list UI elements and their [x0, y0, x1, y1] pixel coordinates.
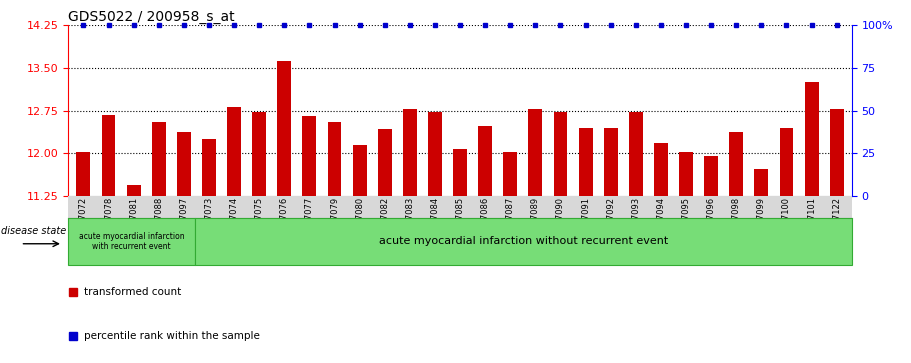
Text: GSM1167086: GSM1167086: [481, 197, 490, 253]
Text: GSM1167092: GSM1167092: [606, 197, 615, 253]
Bar: [453, 149, 467, 196]
Text: GSM1167099: GSM1167099: [757, 197, 766, 253]
Text: GSM1167101: GSM1167101: [807, 197, 816, 253]
Text: GSM1167096: GSM1167096: [707, 197, 716, 253]
Text: GSM1167075: GSM1167075: [255, 197, 263, 253]
Text: GSM1167122: GSM1167122: [833, 197, 841, 253]
Bar: [754, 169, 768, 196]
Text: GSM1167077: GSM1167077: [305, 197, 314, 253]
Bar: [604, 128, 618, 196]
Bar: [428, 113, 442, 196]
Text: GSM1167089: GSM1167089: [531, 197, 540, 253]
Text: GSM1167088: GSM1167088: [154, 197, 163, 253]
Bar: [378, 130, 392, 196]
Text: percentile rank within the sample: percentile rank within the sample: [84, 331, 261, 340]
Text: GSM1167097: GSM1167097: [179, 197, 189, 253]
Text: GSM1167084: GSM1167084: [430, 197, 439, 253]
Bar: [704, 156, 718, 196]
Bar: [679, 152, 693, 196]
Bar: [202, 139, 216, 196]
Bar: [478, 126, 492, 196]
Text: GSM1167078: GSM1167078: [104, 197, 113, 253]
Bar: [227, 107, 241, 196]
Text: GSM1167087: GSM1167087: [506, 197, 515, 253]
Bar: [127, 185, 140, 196]
Text: GSM1167076: GSM1167076: [280, 197, 289, 253]
Bar: [353, 145, 366, 196]
Text: acute myocardial infarction
with recurrent event: acute myocardial infarction with recurre…: [78, 232, 184, 251]
Bar: [328, 122, 342, 196]
Text: GSM1167085: GSM1167085: [456, 197, 465, 253]
Text: GDS5022 / 200958_s_at: GDS5022 / 200958_s_at: [68, 11, 235, 24]
Text: GSM1167073: GSM1167073: [204, 197, 213, 253]
Text: GSM1167095: GSM1167095: [681, 197, 691, 253]
Bar: [654, 143, 668, 196]
Bar: [403, 109, 416, 196]
Bar: [77, 152, 90, 196]
Bar: [102, 115, 116, 196]
Text: GSM1167080: GSM1167080: [355, 197, 364, 253]
Bar: [302, 117, 316, 196]
Text: GSM1167100: GSM1167100: [782, 197, 791, 253]
Bar: [252, 113, 266, 196]
Bar: [554, 113, 568, 196]
Text: GSM1167072: GSM1167072: [79, 197, 87, 253]
Bar: [528, 109, 542, 196]
Bar: [504, 152, 517, 196]
Text: GSM1167091: GSM1167091: [581, 197, 590, 253]
Bar: [730, 132, 743, 196]
Bar: [830, 109, 844, 196]
Bar: [277, 61, 292, 196]
Text: GSM1167081: GSM1167081: [129, 197, 138, 253]
Text: disease state: disease state: [2, 226, 67, 236]
Bar: [68, 218, 195, 265]
Bar: [578, 128, 592, 196]
Text: GSM1167074: GSM1167074: [230, 197, 239, 253]
Bar: [195, 218, 852, 265]
Bar: [804, 82, 818, 196]
Text: GSM1167082: GSM1167082: [380, 197, 389, 253]
Text: transformed count: transformed count: [84, 287, 181, 297]
Text: GSM1167090: GSM1167090: [556, 197, 565, 253]
Bar: [152, 122, 166, 196]
Text: GSM1167098: GSM1167098: [732, 197, 741, 253]
Bar: [629, 113, 643, 196]
Bar: [177, 132, 190, 196]
Text: acute myocardial infarction without recurrent event: acute myocardial infarction without recu…: [379, 236, 668, 246]
Text: GSM1167093: GSM1167093: [631, 197, 640, 253]
Text: GSM1167083: GSM1167083: [405, 197, 415, 253]
Text: GSM1167094: GSM1167094: [657, 197, 665, 253]
Text: GSM1167079: GSM1167079: [330, 197, 339, 253]
Bar: [780, 128, 793, 196]
